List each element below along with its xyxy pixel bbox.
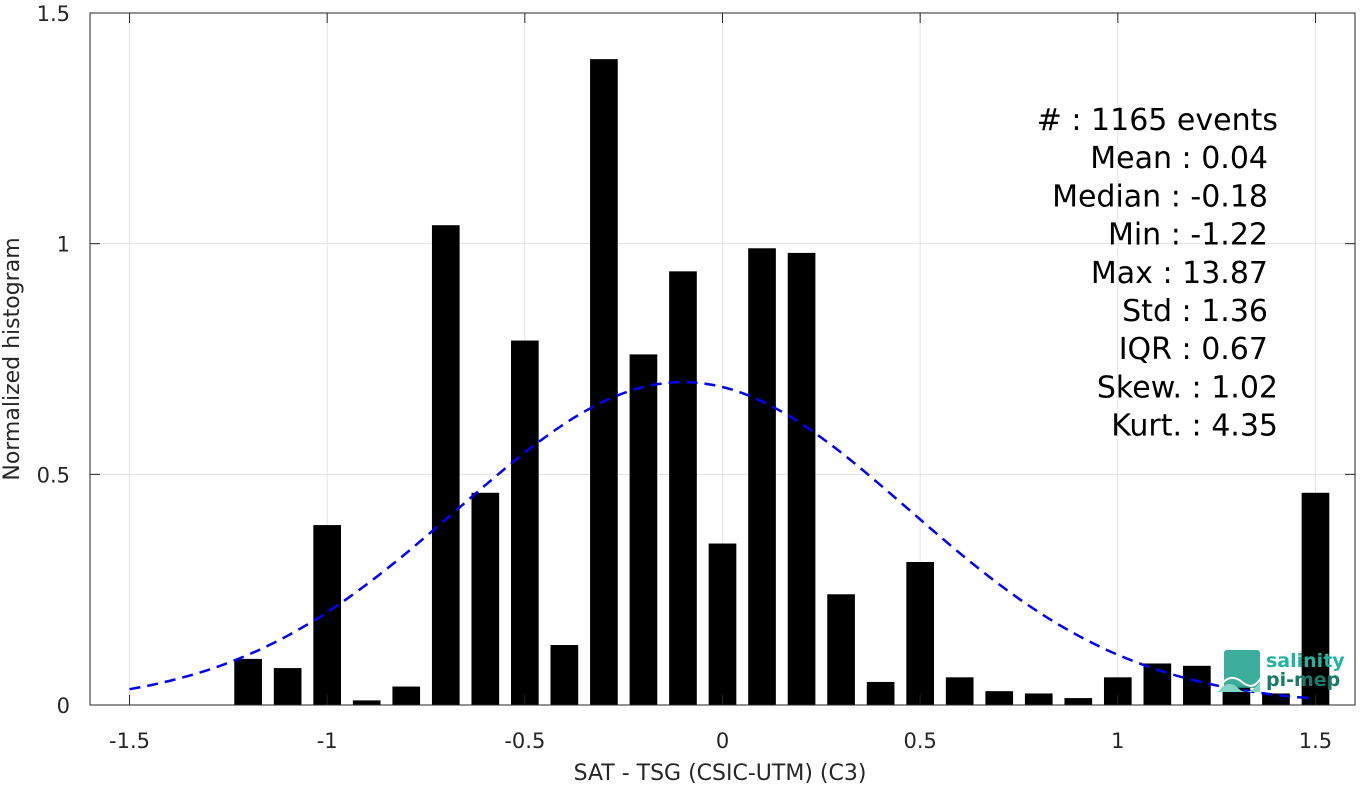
- histogram-bar: [392, 686, 421, 705]
- x-tick-label: -0.5: [504, 729, 545, 753]
- histogram-bar: [511, 340, 539, 705]
- histogram-bar: [471, 492, 500, 705]
- x-tick-label: 0: [716, 729, 729, 753]
- histogram-bar: [1064, 698, 1093, 705]
- y-tick-label: 1.5: [37, 2, 70, 26]
- stat-line: Skew. : 1.02: [1097, 370, 1278, 405]
- histogram-bar: [352, 700, 381, 705]
- x-tick-label: 1.5: [1299, 729, 1332, 753]
- histogram-bar: [273, 668, 302, 705]
- logo-icon: [1218, 650, 1263, 692]
- stat-line: Median : -0.18: [1052, 179, 1268, 214]
- histogram-bar: [1183, 665, 1211, 705]
- histogram-bar: [1301, 492, 1330, 705]
- x-axis-label: SAT - TSG (CSIC-UTM) (C3): [574, 761, 867, 785]
- histogram-bar: [313, 525, 342, 705]
- histogram-bar: [945, 677, 974, 705]
- histogram-bar: [234, 658, 262, 705]
- gaussian-fit-curve: [129, 380, 1316, 700]
- histogram-bar: [906, 561, 934, 705]
- stat-line: IQR : 0.67: [1119, 332, 1268, 367]
- stat-line: Std : 1.36: [1122, 294, 1268, 329]
- stat-line: Max : 13.87: [1091, 256, 1268, 291]
- histogram-bar: [550, 645, 579, 705]
- x-tick-label: -1.5: [109, 729, 150, 753]
- logo-text-pimep: pi-mep: [1266, 669, 1340, 691]
- y-axis-label: Normalized histogram: [0, 237, 25, 480]
- histogram-bars: [234, 59, 1330, 706]
- histogram-bar: [431, 225, 460, 706]
- histogram-bar: [1262, 693, 1290, 705]
- axis-ticks: [90, 12, 1355, 706]
- histogram-bar: [985, 691, 1014, 705]
- logo-text-salinity: salinity: [1266, 650, 1345, 672]
- stat-line: Kurt. : 4.35: [1111, 409, 1278, 444]
- histogram-bar: [866, 681, 895, 705]
- histogram-bar: [827, 594, 855, 705]
- stat-line: # : 1165 events: [1037, 103, 1278, 138]
- y-tick-label: 1: [57, 233, 70, 257]
- x-tick-label: -1: [317, 729, 338, 753]
- salinity-pimep-logo: salinity pi-mep: [1218, 650, 1345, 692]
- histogram-bar: [748, 248, 776, 705]
- y-tick-label: 0: [57, 694, 70, 718]
- stat-line: Mean : 0.04: [1090, 141, 1268, 176]
- histogram-bar: [787, 252, 816, 706]
- histogram-bar: [708, 543, 737, 705]
- histogram-bar: [590, 59, 618, 705]
- x-tick-label: 1: [1111, 729, 1124, 753]
- y-tick-labels: 0 0.5 1 1.5: [37, 2, 70, 718]
- histogram-bar: [1024, 693, 1053, 705]
- y-tick-label: 0.5: [37, 463, 70, 487]
- stat-line: Min : -1.22: [1108, 218, 1268, 253]
- x-tick-labels: -1.5 -1 -0.5 0 0.5 1 1.5: [109, 729, 1332, 753]
- histogram-bar: [669, 271, 697, 705]
- x-tick-label: 0.5: [903, 729, 936, 753]
- histogram-bar: [629, 354, 658, 705]
